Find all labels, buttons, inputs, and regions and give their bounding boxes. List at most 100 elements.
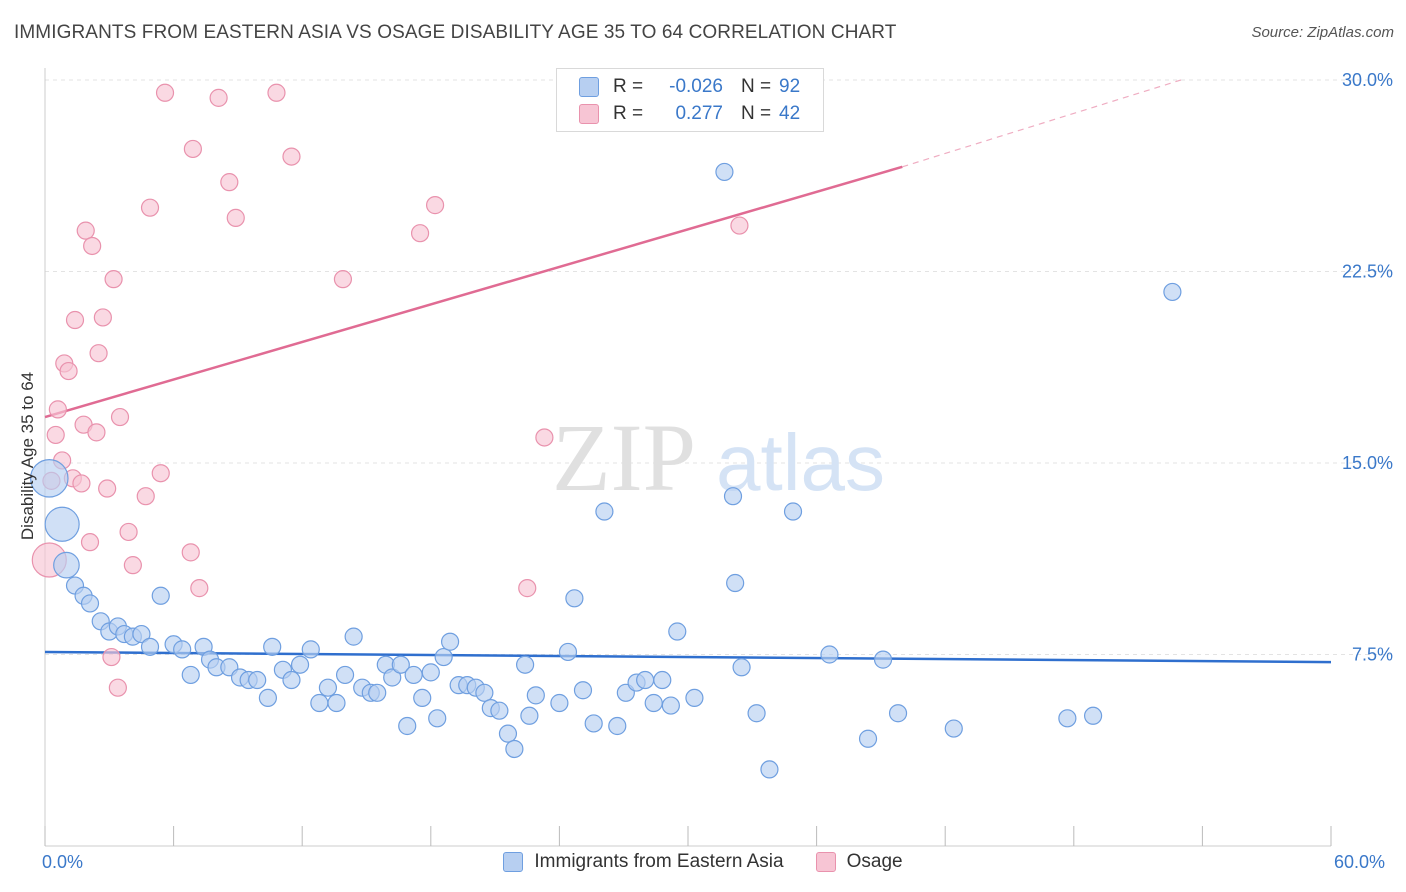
eastern-asia-point [151,586,170,605]
trend-layer [44,79,1332,664]
eastern-asia-point [584,714,603,733]
eastern-asia-point [140,637,160,656]
osage-point [59,361,78,381]
osage-point [190,579,209,598]
legend-row-blue: R = -0.026 N = 92 [579,75,800,99]
eastern-asia-point [344,627,363,646]
osage-point [282,147,301,166]
eastern-asia-point [1083,706,1103,725]
eastern-asia-point [760,760,779,779]
r-value: 0.277 [675,103,723,124]
osage-point [104,270,123,289]
legend-item-osage: Osage [815,851,903,873]
osage-point [80,533,100,552]
eastern-asia-point [80,594,100,613]
osage-point [140,198,160,217]
eastern-asia-point [310,693,329,713]
osage-point [136,487,155,506]
eastern-asia-point [636,670,655,690]
eastern-asia-point [29,459,69,498]
osage-point [65,310,85,330]
osage-point [333,270,353,289]
osage-point [151,464,170,483]
y-tick-labels: 7.5% 15.0% 22.5% 30.0% [1342,70,1393,665]
osage-point [410,224,430,243]
pink-swatch [815,852,836,872]
eastern-asia-point [726,573,745,593]
chart-title: IMMIGRANTS FROM EASTERN ASIA VS OSAGE DI… [14,22,897,43]
eastern-asia-point [595,502,614,521]
r-value: -0.026 [669,76,723,97]
eastern-asia-point [565,589,584,608]
eastern-asia-point [44,506,80,542]
eastern-asia-point [475,683,494,702]
eastern-asia-point [282,670,301,690]
eastern-asia-point [290,655,310,674]
osage-point [181,543,200,562]
eastern-asia-point [732,658,751,677]
eastern-asia-point [413,688,432,708]
watermark-atlas: atlas [716,418,885,507]
eastern-asia-point [550,693,569,713]
eastern-asia-point [248,670,267,690]
eastern-asia-point [747,704,766,723]
eastern-asia-point [520,706,539,725]
osage-point [119,522,138,542]
osage-point [89,344,108,363]
osage-point [425,196,445,215]
eastern-asia-point [173,640,192,659]
watermark-zip: ZIP [552,404,696,511]
correlation-legend: R = -0.026 N = 92 R = 0.277 N = 42 [556,68,824,132]
eastern-asia-point [132,624,151,644]
eastern-asia-point [404,665,423,685]
eastern-asia-point [428,709,447,728]
eastern-asia-point [490,701,509,720]
blue-trend-line [44,650,1332,664]
eastern-asia-point [327,693,346,713]
eastern-asia-point [318,678,338,697]
source-label: Source: ZipAtlas.com [1251,24,1394,41]
y-tick-label: 7.5% [1352,645,1393,665]
eastern-asia-point [1163,282,1182,302]
eastern-asia-point [505,739,524,759]
eastern-asia-point [573,681,593,700]
y-axis-label: Disability Age 35 to 64 [18,371,37,541]
pink-trend-line [44,165,903,419]
eastern-asia-point [53,551,80,579]
y-tick-label: 22.5% [1342,262,1393,282]
y-tick-label: 30.0% [1342,70,1393,90]
eastern-asia-point [653,670,672,690]
eastern-asia-point [301,640,320,659]
x-tick-min: 0.0% [42,852,84,872]
eastern-asia-point [944,719,963,738]
eastern-asia-point [440,632,460,651]
eastern-asia-point [723,487,743,506]
eastern-asia-point [820,645,839,664]
osage-point [518,579,537,598]
points-layer [29,83,1182,779]
n-value: 42 [779,103,801,124]
osage-point [98,479,117,498]
eastern-asia-point [335,665,355,685]
eastern-asia-point [558,642,578,662]
legend-label: Immigrants from Eastern Asia [534,851,784,872]
osage-point [220,173,239,192]
eastern-asia-point [516,655,535,674]
osage-point [76,221,95,240]
osage-point [209,88,228,107]
n-label: N = [741,76,772,97]
blue-swatch [579,77,599,97]
eastern-asia-point [668,622,687,641]
eastern-asia-point [421,663,440,682]
osage-point [535,428,554,447]
y-tick-label: 15.0% [1342,453,1393,473]
eastern-asia-point [608,716,627,736]
eastern-asia-point [498,724,518,743]
n-value: 92 [779,76,801,97]
eastern-asia-point [391,655,410,674]
eastern-asia-point [368,683,387,702]
osage-point [110,407,130,427]
eastern-asia-point [715,162,734,182]
osage-point [183,139,202,159]
